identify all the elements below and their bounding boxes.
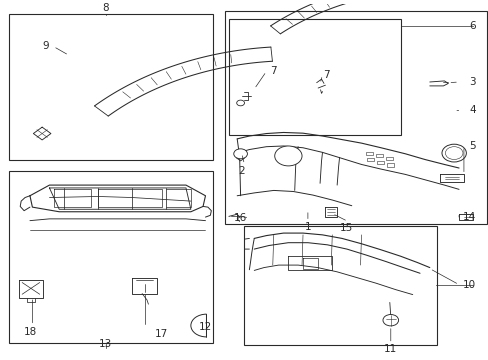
Text: 2: 2 — [238, 166, 245, 176]
Text: 6: 6 — [468, 21, 475, 31]
Bar — [375, 154, 382, 157]
Bar — [244, 226, 436, 345]
Text: 7: 7 — [270, 66, 277, 76]
Text: 16: 16 — [233, 213, 246, 223]
Text: 12: 12 — [199, 321, 212, 332]
Bar — [385, 157, 392, 160]
Bar — [224, 11, 487, 224]
Text: 4: 4 — [468, 105, 475, 116]
Text: 9: 9 — [43, 41, 49, 51]
Text: 13: 13 — [99, 339, 112, 348]
Text: 8: 8 — [102, 3, 109, 13]
Text: 5: 5 — [468, 141, 475, 151]
Text: 17: 17 — [155, 329, 168, 339]
Bar — [228, 19, 400, 135]
Circle shape — [445, 147, 462, 159]
Circle shape — [236, 100, 244, 106]
Bar — [376, 161, 383, 164]
Bar — [366, 158, 373, 161]
Circle shape — [233, 149, 247, 159]
Text: 14: 14 — [462, 212, 475, 222]
Bar — [9, 171, 212, 343]
Text: 11: 11 — [384, 345, 397, 354]
Wedge shape — [190, 314, 206, 337]
Bar — [386, 163, 393, 167]
Text: 1: 1 — [304, 222, 310, 233]
Text: 10: 10 — [462, 280, 475, 290]
Bar — [9, 14, 212, 160]
Text: 15: 15 — [340, 223, 353, 233]
Circle shape — [382, 315, 398, 326]
Circle shape — [441, 144, 466, 162]
Text: 7: 7 — [323, 70, 329, 80]
Bar — [366, 152, 372, 155]
Text: 3: 3 — [468, 77, 475, 87]
Text: 18: 18 — [23, 327, 37, 337]
Circle shape — [274, 146, 302, 166]
